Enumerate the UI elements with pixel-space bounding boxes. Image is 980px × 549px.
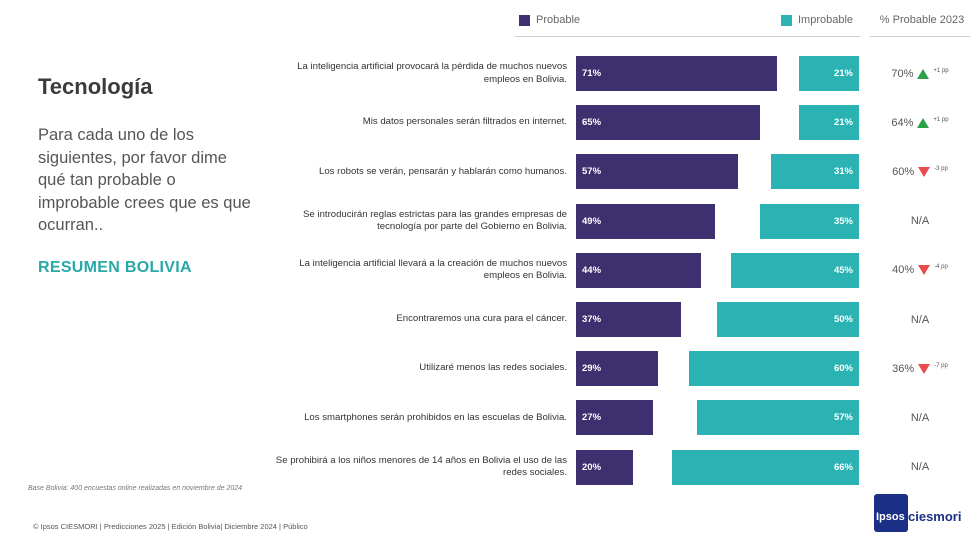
legend-pct-2023: % Probable 2023 — [879, 14, 965, 26]
pct-2023-cell: 40% -4 pp — [870, 253, 970, 288]
category-label: Mis datos personales serán filtrados en … — [362, 116, 567, 128]
pct-2023-value: N/A — [910, 411, 930, 424]
bar-probable — [576, 105, 761, 141]
bar-probable — [576, 400, 653, 436]
pct-2023-delta: -3 pp — [934, 165, 948, 172]
bar-improbable — [771, 154, 859, 190]
pct-2023-cell: N/A — [870, 204, 970, 239]
value-label-probable: 27% — [582, 412, 602, 424]
legend-probable: Probable — [519, 14, 580, 26]
pct-2023-cell: 64% +1 pp — [870, 105, 970, 140]
base-note: Base Bolivia: 400 encuestas online reali… — [28, 485, 243, 492]
legend-pct-divider — [870, 36, 970, 37]
legend-probable-swatch — [519, 14, 530, 26]
trend-up-icon — [917, 117, 930, 128]
ciesmori-logo-text: ciesmori — [908, 509, 962, 524]
pct-2023-delta: -4 pp — [934, 264, 948, 271]
summary-label: RESUMEN BOLIVIA — [38, 259, 192, 276]
value-label-improbable: 60% — [833, 363, 853, 375]
pct-2023-value: 36% — [892, 362, 915, 375]
pct-2023-value: N/A — [910, 461, 930, 474]
pct-2023-value: 40% — [892, 264, 915, 277]
category-label: Se introducirán reglas estrictas para la… — [303, 208, 567, 233]
value-label-probable: 49% — [582, 215, 602, 227]
bar-probable — [576, 351, 659, 387]
bar-probable — [576, 302, 681, 337]
bar-probable — [576, 203, 715, 239]
pct-2023-value: N/A — [910, 215, 930, 228]
ipsos-ciesmori-logo: Ipsos ciesmori — [874, 494, 964, 534]
bar-improbable — [697, 400, 859, 436]
category-label: Los smartphones serán prohibidos en las … — [304, 411, 567, 423]
legend-divider — [515, 36, 860, 37]
value-label-improbable: 57% — [833, 412, 853, 424]
value-label-probable: 65% — [582, 117, 602, 129]
pct-2023-cell: N/A — [870, 302, 970, 337]
bar-probable — [576, 449, 633, 485]
value-label-probable: 71% — [582, 68, 602, 79]
pct-2023-cell: 60% -3 pp — [870, 154, 970, 189]
legend-improbable: Improbable — [781, 14, 853, 26]
trend-down-icon — [918, 265, 931, 276]
bar-improbable — [717, 302, 859, 337]
value-label-improbable: 66% — [833, 461, 853, 473]
value-label-improbable: 35% — [833, 215, 853, 227]
category-label: La inteligencia artificial provocará la … — [297, 61, 567, 85]
bar-probable — [576, 154, 738, 190]
category-label: Utilizaré menos las redes sociales. — [419, 362, 567, 374]
pct-2023-delta: +1 pp — [933, 116, 949, 123]
question-text: Para cada uno de los siguientes, por fav… — [38, 126, 251, 234]
pct-2023-delta: -7 pp — [934, 362, 948, 369]
pct-2023-cell: N/A — [870, 400, 970, 435]
pct-2023-value: 70% — [891, 67, 914, 80]
value-label-probable: 57% — [582, 166, 602, 178]
bar-improbable — [731, 252, 859, 288]
category-label: Los robots se verán, pensarán y hablarán… — [319, 165, 567, 177]
ipsos-logo-box — [874, 494, 908, 532]
bar-probable — [576, 252, 701, 288]
bar-improbable — [688, 351, 859, 387]
value-label-probable: 20% — [582, 461, 602, 473]
pct-2023-cell: 70% +1 pp — [870, 56, 970, 91]
ipsos-logo-text: Ipsos — [876, 511, 905, 523]
category-label: La inteligencia artificial llevará a la … — [299, 257, 567, 282]
value-label-improbable: 45% — [833, 264, 853, 276]
trend-down-icon — [918, 363, 931, 374]
bar-probable — [576, 56, 778, 91]
pct-2023-value: 64% — [891, 116, 914, 129]
legend-improbable-label: Improbable — [798, 14, 854, 26]
category-label: Se prohibirá a los niños menores de 14 a… — [275, 454, 567, 479]
pct-2023-value: 60% — [892, 165, 915, 178]
category-label: Encontraremos una cura para el cáncer. — [396, 313, 567, 325]
footer-text: © Ipsos CIESMORI | Predicciones 2025 | E… — [33, 522, 308, 531]
pct-2023-value: N/A — [910, 313, 930, 326]
value-label-improbable: 21% — [833, 117, 853, 129]
value-label-probable: 37% — [582, 314, 602, 325]
value-label-improbable: 21% — [833, 68, 853, 79]
page-title: Tecnología — [38, 74, 153, 99]
bar-improbable — [671, 449, 859, 485]
pct-2023-delta: +1 pp — [933, 67, 949, 74]
value-label-probable: 44% — [582, 264, 602, 276]
value-label-probable: 29% — [582, 363, 602, 375]
pct-2023-cell: 36% -7 pp — [870, 351, 970, 386]
legend-probable-label: Probable — [536, 14, 581, 26]
pct-2023-cell: N/A — [870, 450, 970, 485]
bar-improbable — [759, 203, 859, 239]
bar-improbable — [799, 56, 859, 91]
trend-up-icon — [917, 68, 930, 79]
legend-improbable-swatch — [781, 14, 792, 26]
trend-down-icon — [918, 166, 931, 177]
value-label-improbable: 31% — [833, 166, 853, 178]
bar-improbable — [799, 105, 859, 141]
value-label-improbable: 50% — [833, 314, 853, 325]
